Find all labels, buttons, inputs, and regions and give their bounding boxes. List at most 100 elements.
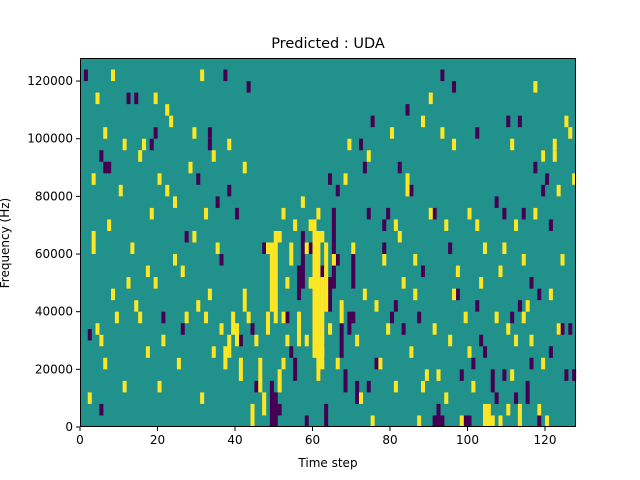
heatmap-cell — [285, 311, 290, 324]
heatmap-cell — [490, 415, 495, 427]
heatmap-cell — [324, 242, 329, 312]
heatmap-cell — [517, 300, 522, 312]
heatmap-cell — [331, 207, 336, 289]
y-tick-label: 40000 — [35, 305, 73, 319]
heatmap-cell — [529, 357, 534, 370]
heatmap-cell — [242, 161, 247, 174]
x-tick-label: 20 — [150, 433, 165, 447]
heatmap-cell — [250, 403, 255, 427]
heatmap-cell — [343, 173, 348, 185]
heatmap-cell — [196, 173, 201, 185]
heatmap-cell — [510, 138, 515, 151]
heatmap-cell — [107, 219, 112, 231]
heatmap-cell — [502, 369, 507, 381]
heatmap-cell — [467, 207, 472, 220]
heatmap-cell — [293, 219, 298, 231]
heatmap-cell — [564, 115, 569, 128]
heatmap-cell — [362, 288, 367, 301]
y-tick-label: 80000 — [35, 189, 73, 203]
heatmap-cell — [537, 288, 542, 301]
heatmap-cell — [521, 311, 526, 324]
heatmap-cell — [347, 311, 352, 335]
heatmap-cell — [266, 311, 271, 335]
heatmap-cell — [382, 242, 387, 255]
heatmap-cell — [475, 127, 480, 139]
heatmap-cell — [366, 150, 371, 162]
heatmap-cell — [173, 196, 178, 208]
heatmap-cell — [281, 357, 286, 370]
heatmap-cell — [525, 300, 530, 312]
heatmap-cell — [134, 300, 139, 312]
heatmap-cell — [238, 357, 243, 381]
heatmap-cell — [184, 230, 189, 243]
heatmap-cell — [533, 81, 538, 93]
heatmap-cell — [242, 288, 247, 312]
heatmap-cell — [517, 115, 522, 128]
heatmap-cell — [215, 242, 220, 255]
heatmap-cell — [421, 265, 426, 278]
heatmap-cell — [192, 230, 197, 243]
heatmap-cell — [324, 403, 329, 427]
heatmap-cell — [200, 69, 205, 82]
heatmap-cell — [401, 323, 406, 335]
heatmap-cell — [254, 380, 259, 393]
heatmap-cell — [328, 173, 333, 185]
heatmap-cell — [541, 150, 546, 162]
heatmap-cell — [184, 311, 189, 324]
heatmap-cell — [564, 369, 569, 381]
y-axis: 0 20000 40000 60000 80000 100000 120000 — [27, 74, 80, 434]
heatmap-cell — [122, 380, 127, 393]
x-axis-title: Time step — [297, 456, 357, 470]
heatmap-cell — [440, 69, 445, 82]
heatmap-cell — [91, 173, 96, 185]
heatmap-cell — [552, 138, 557, 151]
heatmap-cell — [207, 288, 212, 301]
heatmap-cell — [192, 127, 197, 139]
heatmap-cell — [556, 184, 561, 197]
heatmap-cell — [266, 242, 271, 255]
heatmap-cell — [335, 357, 340, 370]
heatmap-cell — [351, 242, 356, 255]
heatmap-cell — [91, 230, 96, 243]
heatmap-cell — [149, 138, 154, 151]
heatmap-cell — [366, 380, 371, 393]
heatmap-cell — [448, 242, 453, 255]
heatmap-cell — [262, 392, 267, 416]
heatmap-cell — [452, 81, 457, 93]
heatmap-cell — [413, 254, 418, 266]
heatmap-cell — [277, 369, 282, 393]
heatmap-cell — [273, 230, 278, 324]
y-tick-label: 20000 — [35, 362, 73, 376]
y-tick-label: 0 — [65, 420, 73, 434]
heatmap-cell — [479, 334, 484, 347]
heatmap-cell — [444, 219, 449, 231]
heatmap-cell — [417, 415, 422, 427]
y-tick-label: 120000 — [27, 74, 73, 88]
heatmap-cell — [436, 403, 441, 427]
x-tick-label: 100 — [456, 433, 479, 447]
heatmap-cell — [161, 334, 166, 347]
heatmap-cell — [114, 311, 119, 324]
heatmap-cell — [475, 219, 480, 231]
heatmap-cell — [440, 415, 445, 427]
heatmap-cells — [83, 69, 577, 428]
heatmap-cell — [382, 254, 387, 266]
heatmap-cell — [541, 357, 546, 370]
heatmap-cell — [432, 415, 437, 427]
heatmap-cell — [204, 311, 209, 324]
heatmap-cell — [455, 288, 460, 301]
heatmap-cell — [572, 369, 577, 381]
heatmap-cell — [316, 207, 321, 220]
heatmap-cell — [246, 81, 251, 93]
heatmap-cell — [312, 219, 317, 358]
heatmap-cell — [211, 346, 216, 358]
x-tick-label: 40 — [227, 433, 242, 447]
heatmap-cell — [483, 403, 488, 427]
heatmap-cell — [95, 323, 100, 335]
heatmap-cell — [393, 219, 398, 231]
heatmap-cell — [297, 311, 302, 347]
heatmap-cell — [490, 369, 495, 393]
x-tick-label: 80 — [382, 433, 397, 447]
heatmap-cell — [126, 92, 131, 105]
